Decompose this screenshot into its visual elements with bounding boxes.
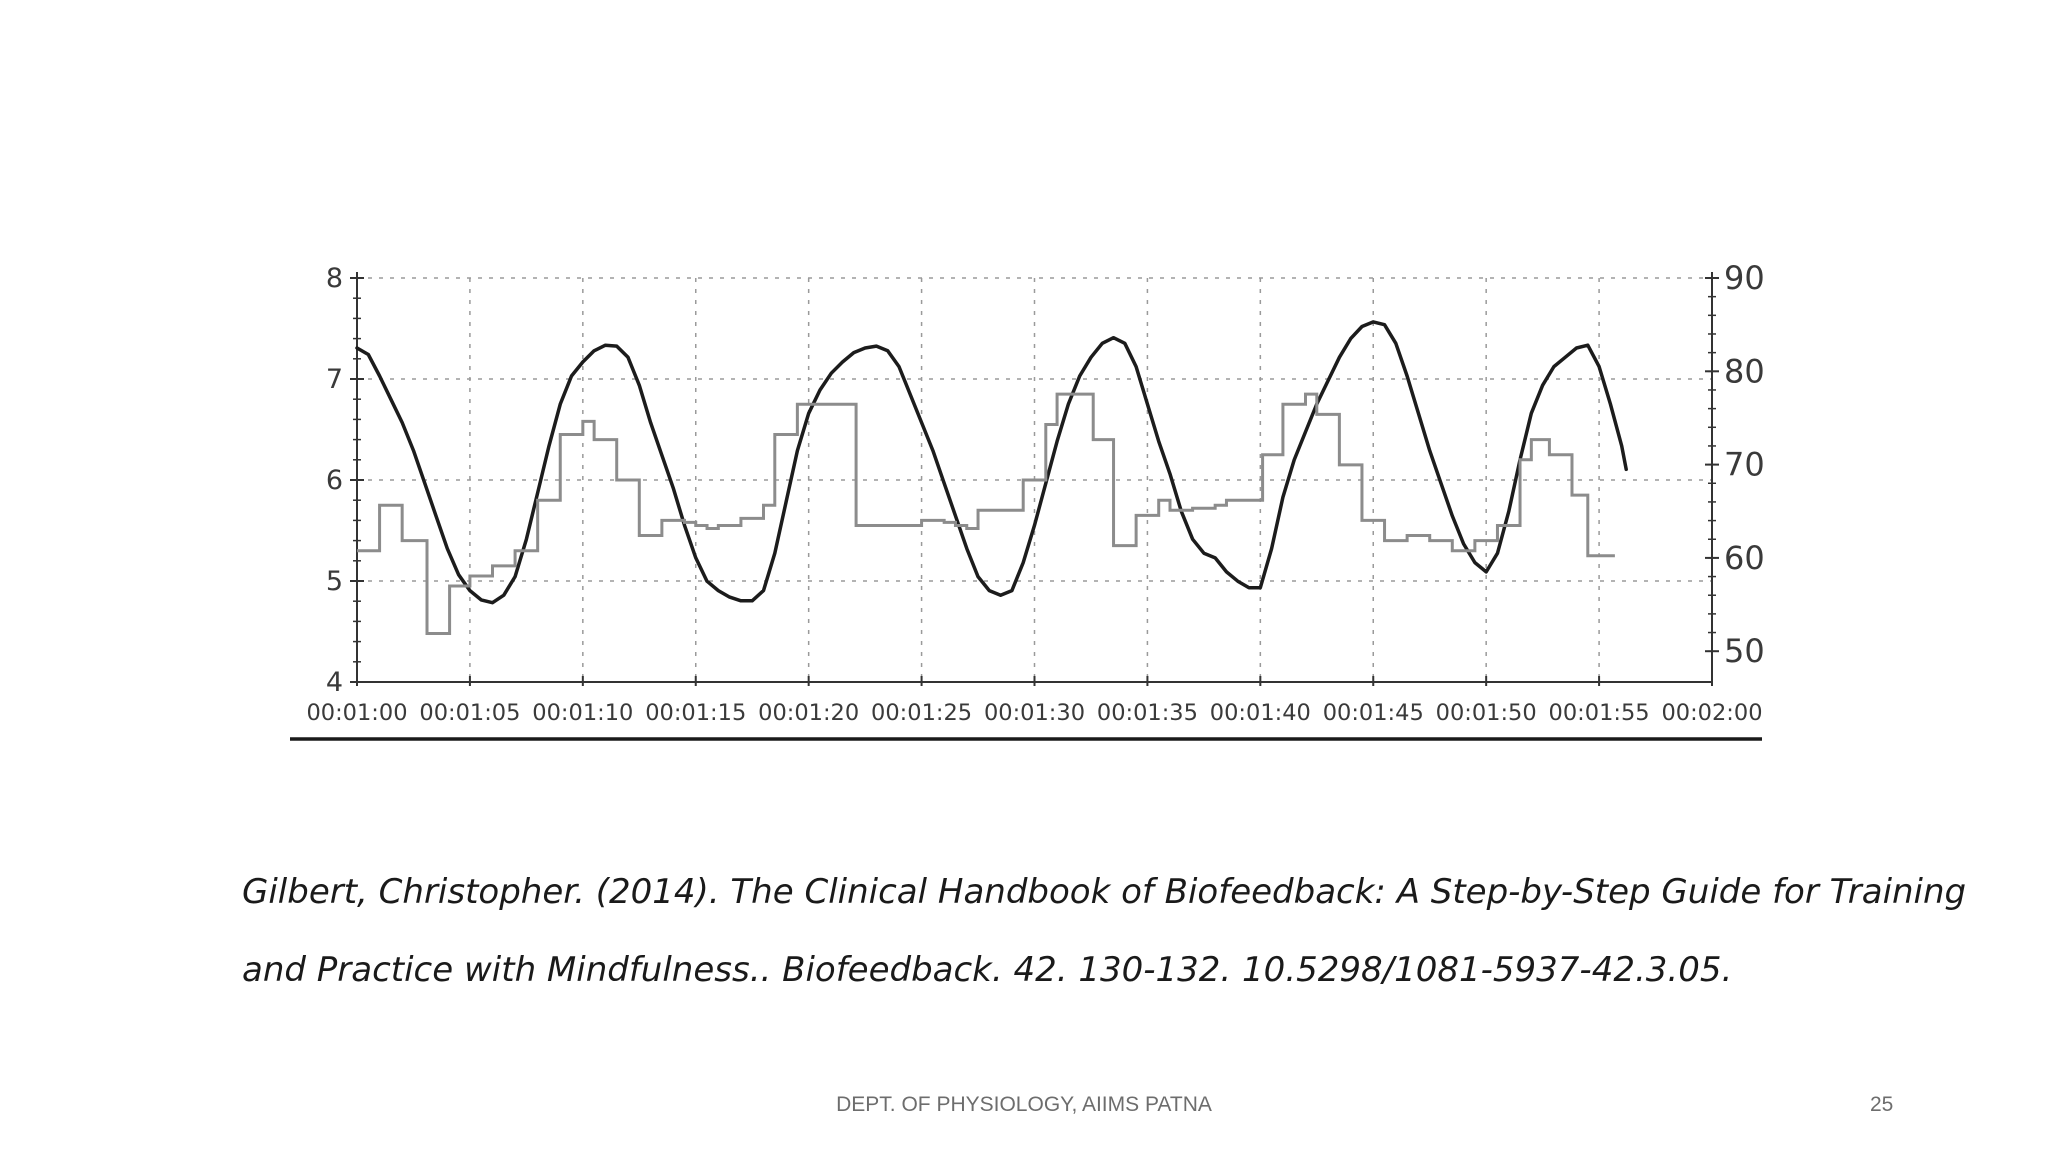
series-smooth-line xyxy=(355,320,1628,605)
right-tick-label: 70 xyxy=(1724,446,1765,484)
right-tick-label: 80 xyxy=(1724,352,1765,390)
left-tick-label: 4 xyxy=(326,667,343,698)
x-tick-label: 00:01:00 xyxy=(306,700,407,726)
x-tick-label: 00:01:35 xyxy=(1097,700,1198,726)
x-tick-label: 00:01:40 xyxy=(1210,700,1311,726)
series-step-line xyxy=(357,392,1615,636)
left-tick-label: 7 xyxy=(326,364,343,395)
x-tick-label: 00:01:10 xyxy=(532,700,633,726)
left-tick-label: 8 xyxy=(326,263,343,294)
citation-line-2: and Practice with Mindfulness.. Biofeedb… xyxy=(242,950,1733,990)
x-tick-label: 00:01:20 xyxy=(758,700,859,726)
page-number: 25 xyxy=(1870,1093,1894,1116)
chart: 00:01:00 00:01:05 00:01:10 00:01:15 00:01:20… xyxy=(290,259,1765,741)
x-tick-label: 00:01:05 xyxy=(419,700,520,726)
x-tick-label: 00:01:25 xyxy=(871,700,972,726)
x-tick-label: 00:01:50 xyxy=(1436,700,1537,726)
slide-footer: DEPT. OF PHYSIOLOGY, AIIMS PATNA xyxy=(836,1093,1212,1116)
x-tick-label: 00:01:45 xyxy=(1323,700,1424,726)
left-tick-label: 6 xyxy=(326,465,343,496)
x-tick-label: 00:01:15 xyxy=(645,700,746,726)
x-tick-label: 00:01:30 xyxy=(984,700,1085,726)
x-tick-label: 00:02:00 xyxy=(1661,700,1762,726)
left-tick-label: 5 xyxy=(326,566,343,597)
right-tick-label: 50 xyxy=(1724,632,1765,670)
x-tick-label: 00:01:55 xyxy=(1549,700,1650,726)
citation-line-1: Gilbert, Christopher. (2014). The Clinic… xyxy=(242,872,1967,912)
right-tick-label: 60 xyxy=(1724,539,1765,577)
right-tick-label: 90 xyxy=(1724,259,1765,297)
